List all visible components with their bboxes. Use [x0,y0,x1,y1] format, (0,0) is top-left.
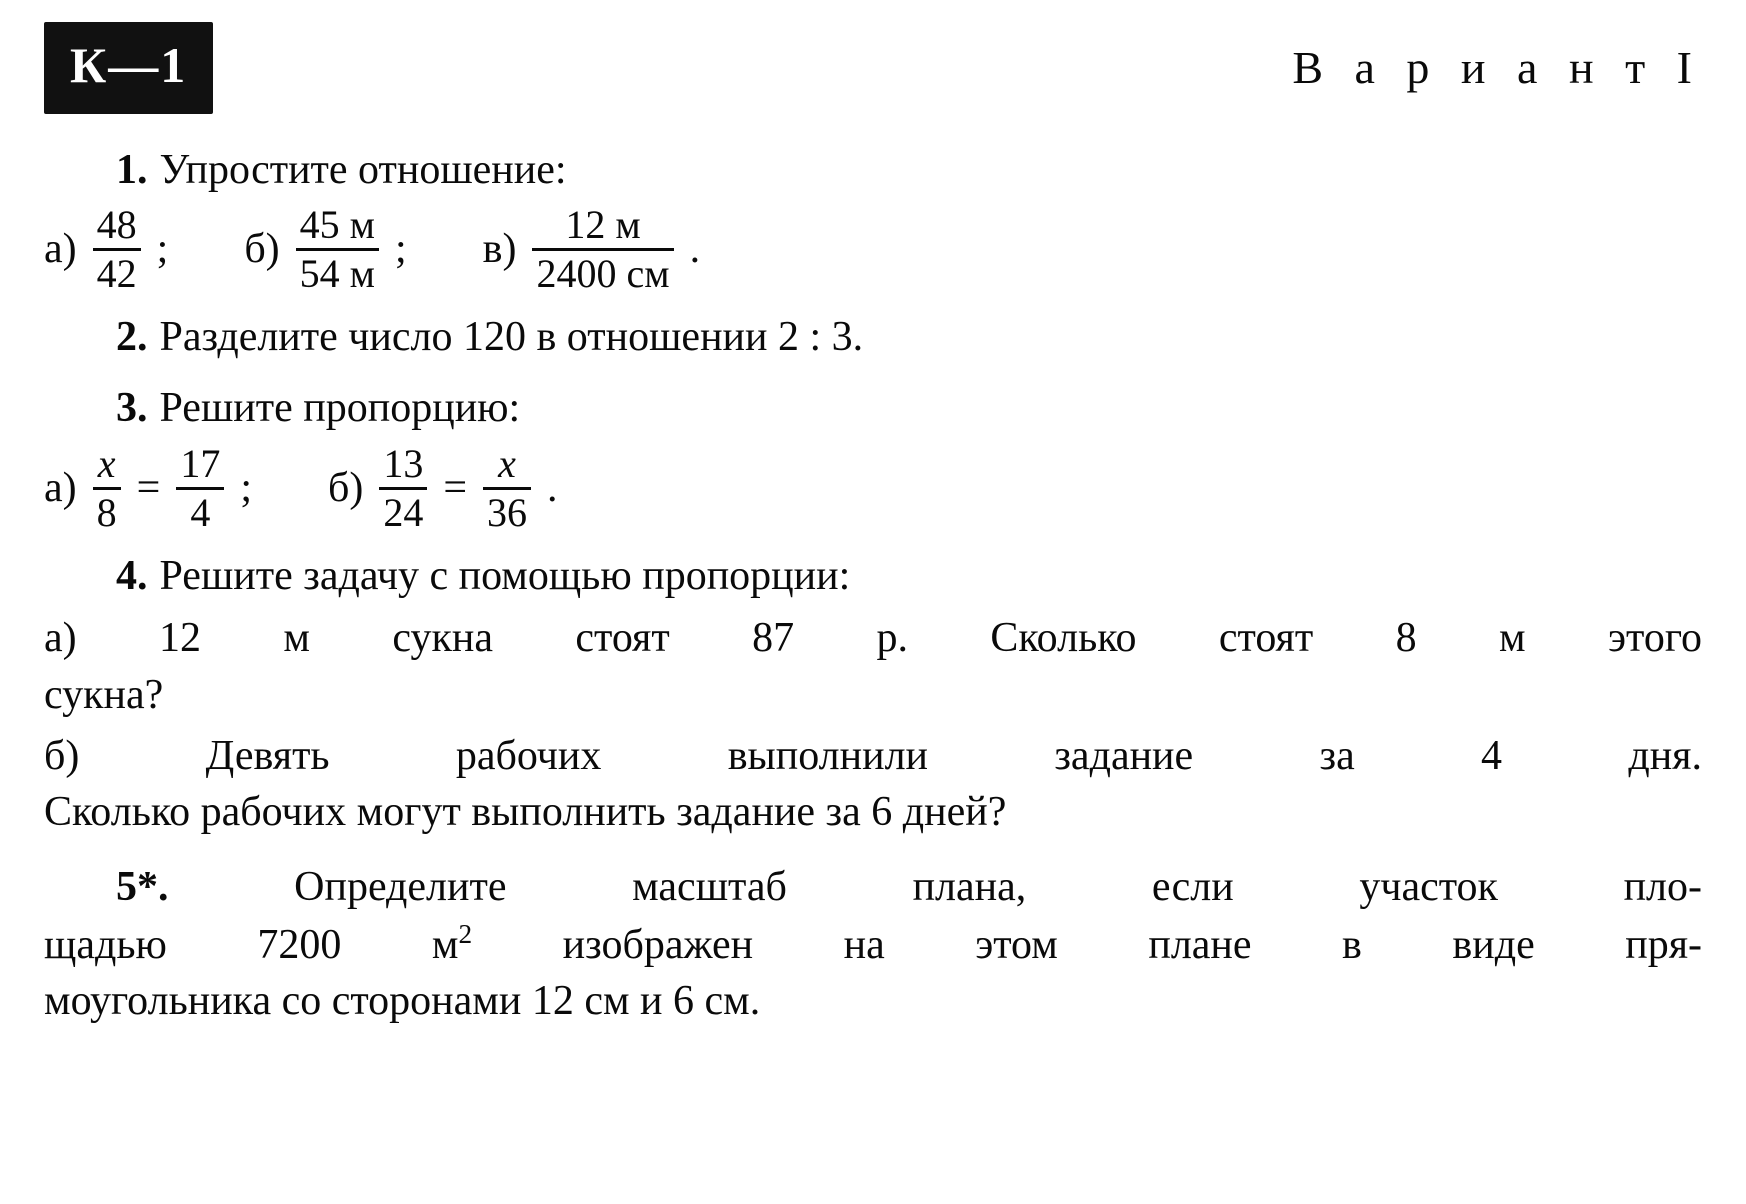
label-b: б) [328,460,363,517]
problem-1-items: а) 48 42 ; б) 45 м 54 м ; в) 12 м 2400 с… [44,204,1702,295]
fraction: x 8 [93,443,121,534]
problem-text: Упростите отношение: [160,142,567,199]
fraction: 12 м 2400 см [532,204,673,295]
frac-bot: 36 [483,492,531,534]
problem-number: 5*. [116,864,169,910]
frac-bot: 8 [93,492,121,534]
math-worksheet-page: К—1 В а р и а н т I 1. Упростите отношен… [0,0,1746,1064]
frac-bot: 42 [93,253,141,295]
fraction: 13 24 [379,443,427,534]
problem-4a-line1: а) 12 м сукна стоят 87 р. Сколько стоят … [44,610,1702,667]
problem-4b-line2: Сколько рабочих могут выполнить задание … [44,784,1702,841]
problem-number: 4. [116,548,148,605]
problem-3-title: 3. Решите пропорцию: [116,380,1702,437]
text-part: изображен на этом плане в виде пря- [472,922,1702,968]
frac-bot: 2400 см [532,253,673,295]
fraction: 17 4 [176,443,224,534]
badge-k1: К—1 [44,22,213,114]
problem-5-line3: моугольника со сторонами 12 см и 6 см. [44,973,1702,1030]
problem-text: Определите масштаб плана, если участок п… [169,864,1703,910]
period: . [690,221,701,278]
frac-top: 48 [93,204,141,246]
problem-5-line1: 5*. Определите масштаб плана, если участ… [44,859,1702,916]
problem-5: 5*. Определите масштаб плана, если участ… [44,859,1702,1030]
frac-bot: 4 [186,492,214,534]
frac-bot: 54 м [296,253,379,295]
problem-4a-line2: сукна? [44,667,1702,724]
problem-text: Решите задачу с помощью пропорции: [160,548,851,605]
problem-number: 3. [116,380,148,437]
label-a: а) [44,221,77,278]
superscript-2: 2 [459,919,473,949]
problem-text: Разделите число 120 в отношении 2 : 3. [160,309,864,366]
label-a: а) [44,460,77,517]
semicolon: ; [157,221,169,278]
problem-4b-line1: б) Девять рабочих выполнили задание за 4… [44,728,1702,785]
problem-text: Решите пропорцию: [160,380,521,437]
text-part: щадью 7200 м [44,922,459,968]
fraction: x 36 [483,443,531,534]
label-b: б) [244,221,279,278]
frac-top: 45 м [296,204,379,246]
problem-3-items: а) x 8 = 17 4 ; б) 13 24 = x 36 . [44,443,1702,534]
variant-label: В а р и а н т I [1292,37,1702,99]
problem-number: 1. [116,142,148,199]
fraction: 45 м 54 м [296,204,379,295]
problem-number: 2. [116,309,148,366]
period: . [547,460,558,517]
frac-top: x [94,443,120,485]
frac-bot: 24 [379,492,427,534]
semicolon: ; [240,460,252,517]
fraction: 48 42 [93,204,141,295]
problem-5-line2: щадью 7200 м2 изображен на этом плане в … [44,916,1702,974]
frac-top: 13 [379,443,427,485]
problem-1-title: 1. Упростите отношение: [116,142,1702,199]
frac-top: 12 м [561,204,644,246]
problem-2: 2. Разделите число 120 в отношении 2 : 3… [116,309,1702,366]
problem-4-title: 4. Решите задачу с помощью пропорции: [116,548,1702,605]
equals: = [137,460,161,517]
frac-top: x [494,443,520,485]
frac-top: 17 [176,443,224,485]
semicolon: ; [395,221,407,278]
label-c: в) [483,221,517,278]
equals: = [443,460,467,517]
header: К—1 В а р и а н т I [44,22,1702,114]
